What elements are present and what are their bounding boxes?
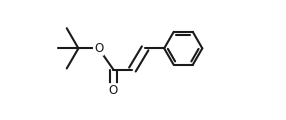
Text: O: O [94, 42, 103, 55]
Text: O: O [109, 84, 118, 97]
